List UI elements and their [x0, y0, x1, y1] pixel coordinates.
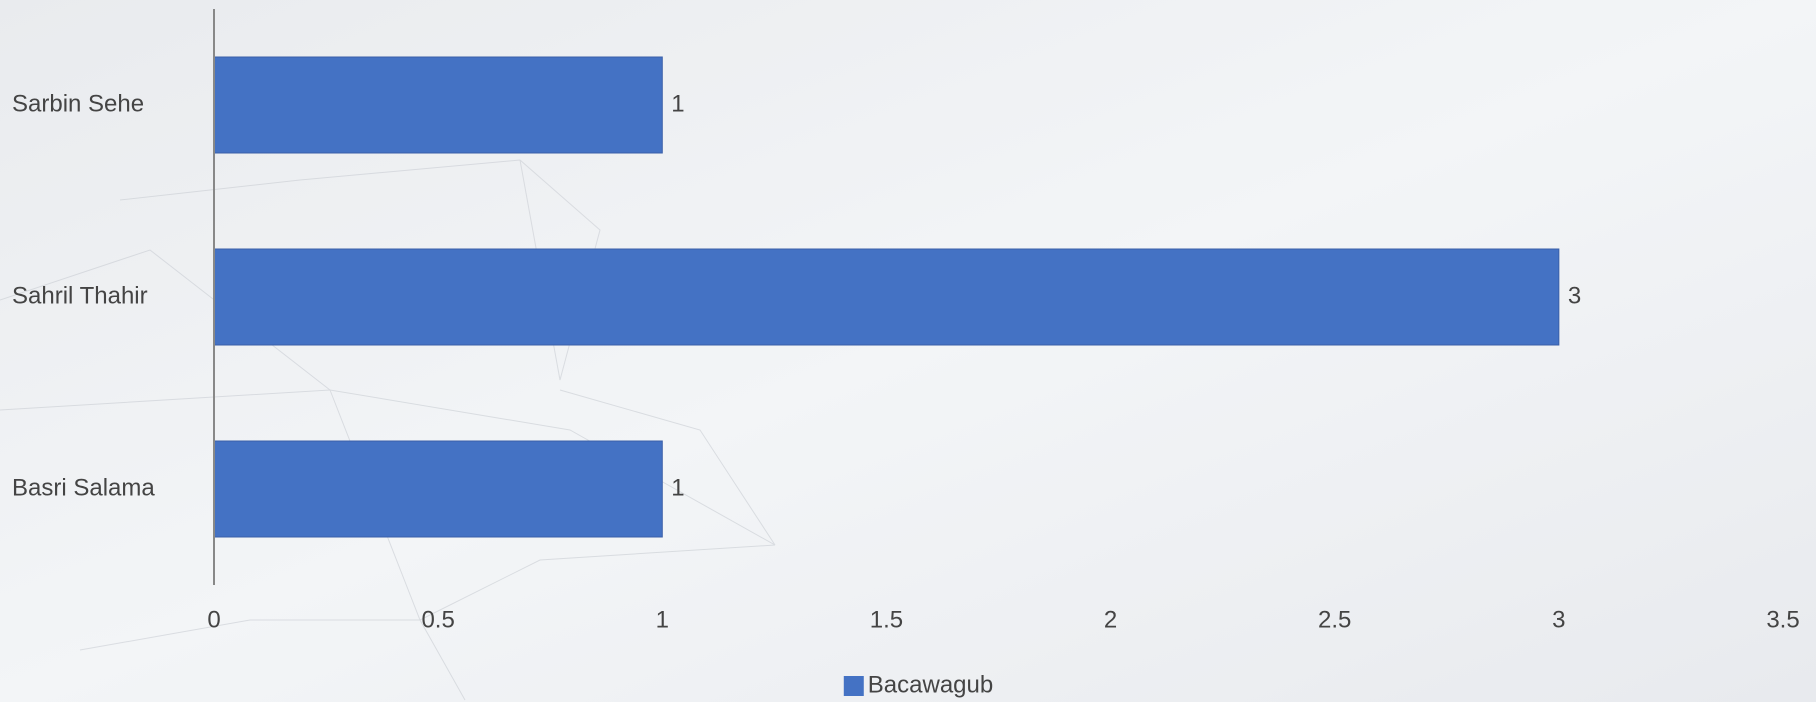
legend-swatch — [843, 676, 864, 696]
data-label: 1 — [671, 90, 684, 117]
bar — [213, 440, 663, 538]
x-tick-label: 2 — [1104, 606, 1117, 633]
x-tick-label: 1 — [656, 606, 669, 633]
data-label: 3 — [1568, 282, 1581, 309]
y-tick-label: Sahril Thahir — [12, 282, 148, 309]
x-tick-label: 0 — [207, 606, 220, 633]
y-tick-label: Sarbin Sehe — [12, 90, 144, 117]
data-label: 1 — [671, 474, 684, 501]
bar — [213, 56, 663, 154]
x-tick-label: 3.5 — [1766, 606, 1799, 633]
x-tick-label: 0.5 — [421, 606, 454, 633]
x-tick-label: 1.5 — [870, 606, 903, 633]
x-tick-label: 2.5 — [1318, 606, 1351, 633]
y-tick-label: Basri Salama — [12, 474, 155, 501]
x-tick-label: 3 — [1552, 606, 1565, 633]
bar — [213, 248, 1560, 346]
legend-label: Bacawagub — [868, 671, 993, 698]
